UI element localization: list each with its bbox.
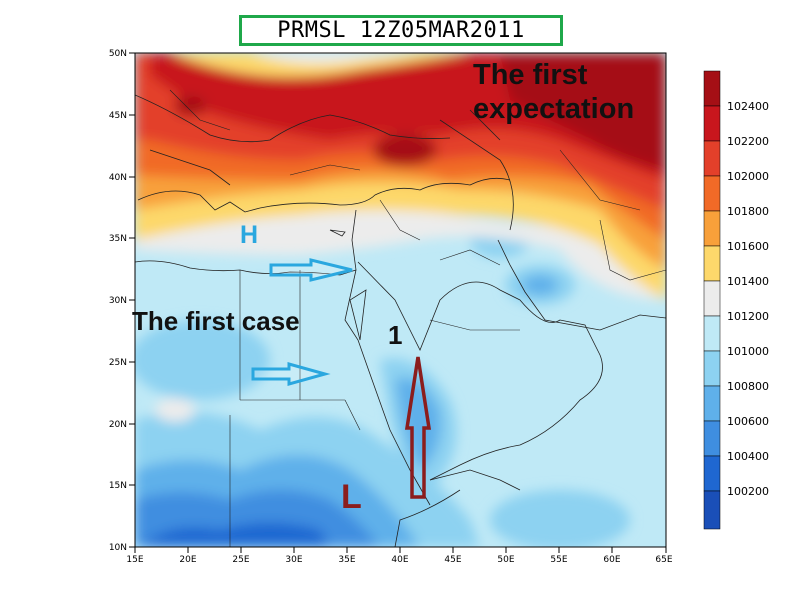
colorbar-label: 102200 [727, 135, 769, 148]
lat-tick-label: 25N [109, 358, 127, 368]
colorbar-label: 101600 [727, 240, 769, 253]
high-pressure-marker: H [240, 221, 259, 249]
lat-tick-label: 45N [109, 111, 127, 121]
lon-tick-labels: 15E 20E 25E 30E 35E 40E 45E 50E 55E 60E … [126, 555, 672, 565]
blue-arrow-south [251, 362, 331, 386]
colorbar-labels: 102400 102200 102000 101800 101600 10140… [727, 100, 769, 498]
lon-tick-label: 40E [391, 555, 408, 565]
lat-tick-label: 15N [109, 481, 127, 491]
lon-tick-label: 50E [497, 555, 514, 565]
map-title: PRMSL 12Z05MAR2011 [277, 18, 525, 43]
lon-tick-label: 20E [179, 555, 196, 565]
annotation-first-expectation: The first expectation [473, 58, 634, 126]
map-title-box: PRMSL 12Z05MAR2011 [239, 15, 563, 46]
annotation-first-case: The first case [132, 306, 300, 336]
lon-tick-label: 15E [126, 555, 143, 565]
borders [169, 89, 666, 547]
colorbar-label: 100400 [727, 450, 769, 463]
red-arrow-up [404, 356, 432, 499]
blue-arrow-north [269, 258, 353, 282]
lat-tick-label: 35N [109, 234, 127, 244]
lat-tick-label: 20N [109, 420, 127, 430]
lon-tick-label: 45E [444, 555, 461, 565]
lat-tick-label: 40N [109, 173, 127, 183]
lat-tick-label: 30N [109, 296, 127, 306]
lat-tick-labels: 50N 45N 40N 35N 30N 25N 20N 15N 10N [109, 49, 127, 553]
lat-tick-label: 50N [109, 49, 127, 59]
colorbar-label: 101200 [727, 310, 769, 323]
axis-tick-marks [129, 52, 667, 553]
lon-tick-label: 25E [232, 555, 249, 565]
low-pressure-marker: L [341, 478, 362, 516]
colorbar-label: 101000 [727, 345, 769, 358]
colorbar-label: 100800 [727, 380, 769, 393]
colorbar-label: 102400 [727, 100, 769, 113]
colorbar-label: 101800 [727, 205, 769, 218]
lat-tick-label: 10N [109, 543, 127, 553]
lon-tick-label: 35E [338, 555, 355, 565]
colorbar-label: 101400 [727, 275, 769, 288]
pressure-field [135, 53, 666, 547]
lon-tick-label: 30E [285, 555, 302, 565]
lon-tick-label: 55E [550, 555, 567, 565]
colorbar-label: 100600 [727, 415, 769, 428]
lon-tick-label: 60E [603, 555, 620, 565]
annotation-line: expectation [473, 93, 635, 125]
lon-tick-label: 65E [655, 555, 672, 565]
colorbar [703, 70, 721, 530]
coastlines [135, 94, 666, 547]
colorbar-label: 102000 [727, 170, 769, 183]
colorbar-label: 100200 [727, 485, 769, 498]
annotation-number-one: 1 [388, 320, 403, 350]
annotation-line: The first [473, 59, 588, 91]
flow-arrows [251, 258, 353, 386]
